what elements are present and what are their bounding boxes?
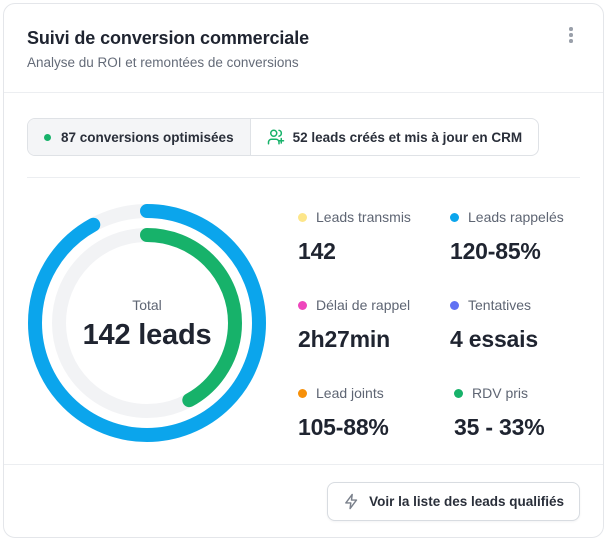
stat-label: Leads transmis xyxy=(316,209,411,225)
donut-label: Total xyxy=(132,296,162,313)
stat-label: Leads rappelés xyxy=(468,209,564,225)
cta-label: Voir la liste des leads qualifiés xyxy=(369,494,564,509)
donut-arc-inner xyxy=(52,228,242,418)
stat-leads-rappeles: Leads rappelés 120-85% xyxy=(450,208,600,265)
card-subtitle: Analyse du ROI et remontées de conversio… xyxy=(27,55,299,70)
stat-lead-joints: Lead joints 105-88% xyxy=(298,384,448,441)
stat-label: Lead joints xyxy=(316,385,384,401)
donut-value: 142 leads xyxy=(82,318,212,351)
stat-delai-rappel: Délai de rappel 2h27min xyxy=(298,296,448,353)
stat-dot-icon xyxy=(298,212,307,222)
green-dot-icon xyxy=(44,133,51,141)
stat-dot-icon xyxy=(450,300,459,310)
section-divider xyxy=(27,177,580,178)
conversions-pill[interactable]: 87 conversions optimisées xyxy=(28,119,251,155)
stat-value: 2h27min xyxy=(298,326,390,352)
stat-tentatives: Tentatives 4 essais xyxy=(450,296,600,353)
stat-value: 142 xyxy=(298,238,336,264)
stat-label: Tentatives xyxy=(468,297,532,313)
stat-dot-icon xyxy=(454,388,463,398)
stat-value: 35 - 33% xyxy=(454,414,545,440)
lightning-icon xyxy=(343,493,360,510)
stat-value: 4 essais xyxy=(450,326,538,352)
stat-leads-transmis: Leads transmis 142 xyxy=(298,208,448,265)
leads-crm-pill[interactable]: 52 leads créés et mis à jour en CRM xyxy=(251,119,539,155)
donut-arc-outer xyxy=(28,204,266,442)
stat-value: 105-88% xyxy=(298,414,389,440)
stat-dot-icon xyxy=(298,300,307,310)
stat-value: 120-85% xyxy=(450,238,541,264)
card-title: Suivi de conversion commerciale xyxy=(27,28,310,48)
leads-crm-pill-label: 52 leads créés et mis à jour en CRM xyxy=(292,129,523,145)
summary-pills: 87 conversions optimisées 52 leads créés… xyxy=(27,118,540,156)
donut-center: Total 142 leads xyxy=(26,202,268,444)
stat-label: Délai de rappel xyxy=(316,297,411,313)
conversions-pill-label: 87 conversions optimisées xyxy=(61,129,234,145)
view-qualified-leads-button[interactable]: Voir la liste des leads qualifiés xyxy=(327,482,580,521)
card-footer: Voir la liste des leads qualifiés xyxy=(4,464,603,537)
stat-dot-icon xyxy=(450,212,459,222)
stat-label: RDV pris xyxy=(472,385,529,401)
leads-donut-chart xyxy=(28,204,266,442)
card-header: Suivi de conversion commerciale Analyse … xyxy=(4,4,603,93)
stat-rdv-pris: RDV pris 35 - 33% xyxy=(454,384,604,441)
conversion-card: Suivi de conversion commerciale Analyse … xyxy=(3,3,604,538)
more-options-icon[interactable] xyxy=(563,24,579,44)
user-plus-icon xyxy=(267,128,285,146)
stat-dot-icon xyxy=(298,388,307,398)
